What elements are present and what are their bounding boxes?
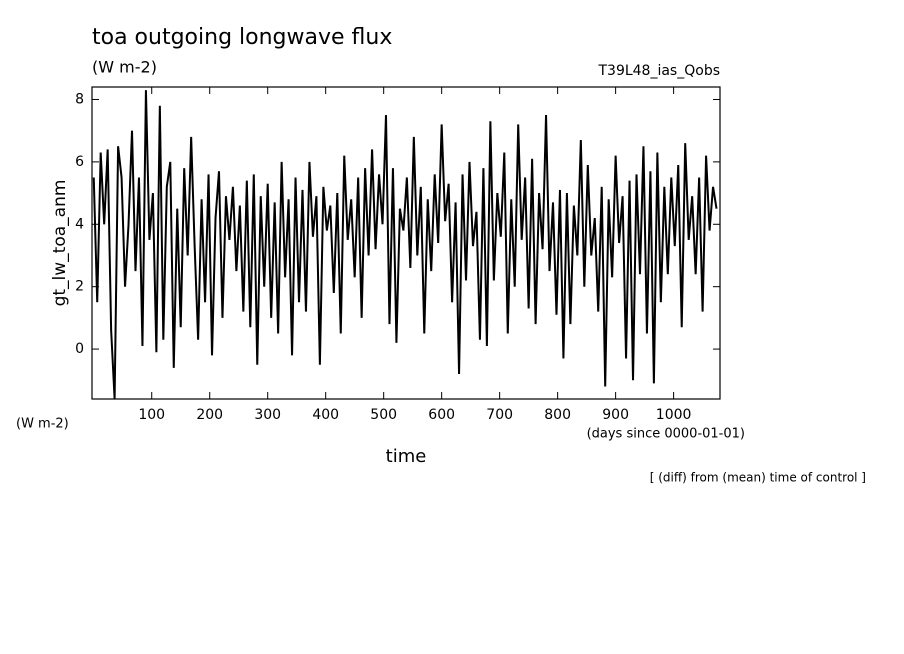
- y-units: (W m-2): [16, 417, 69, 432]
- x-tick-label: 300: [254, 407, 281, 423]
- y-tick-label: 2: [75, 279, 84, 295]
- chart-title: toa outgoing longwave flux: [92, 25, 392, 50]
- x-tick-label: 200: [196, 407, 223, 423]
- x-tick-label: 800: [544, 407, 571, 423]
- x-axis-label: time: [386, 446, 427, 467]
- y-tick-label: 4: [75, 216, 84, 232]
- x-tick-label: 1000: [656, 407, 692, 423]
- x-tick-label: 600: [428, 407, 455, 423]
- y-tick-label: 8: [75, 91, 84, 107]
- y-tick-label: 0: [75, 341, 84, 357]
- x-tick-label: 700: [486, 407, 513, 423]
- x-tick-label: 500: [370, 407, 397, 423]
- chart-subtitle: (W m-2): [92, 58, 157, 77]
- note: [ (diff) from (mean) time of control ]: [650, 471, 866, 485]
- x-tick-label: 400: [312, 407, 339, 423]
- run-label: T39L48_ias_Qobs: [597, 63, 720, 79]
- x-tick-label: 100: [138, 407, 165, 423]
- y-tick-label: 6: [75, 154, 84, 170]
- plot-frame: [91, 86, 721, 400]
- data-line: [92, 90, 718, 400]
- y-axis-label: gt_lw_toa_anm: [50, 180, 70, 307]
- x-units: (days since 0000-01-01): [587, 427, 745, 442]
- x-tick-label: 900: [602, 407, 629, 423]
